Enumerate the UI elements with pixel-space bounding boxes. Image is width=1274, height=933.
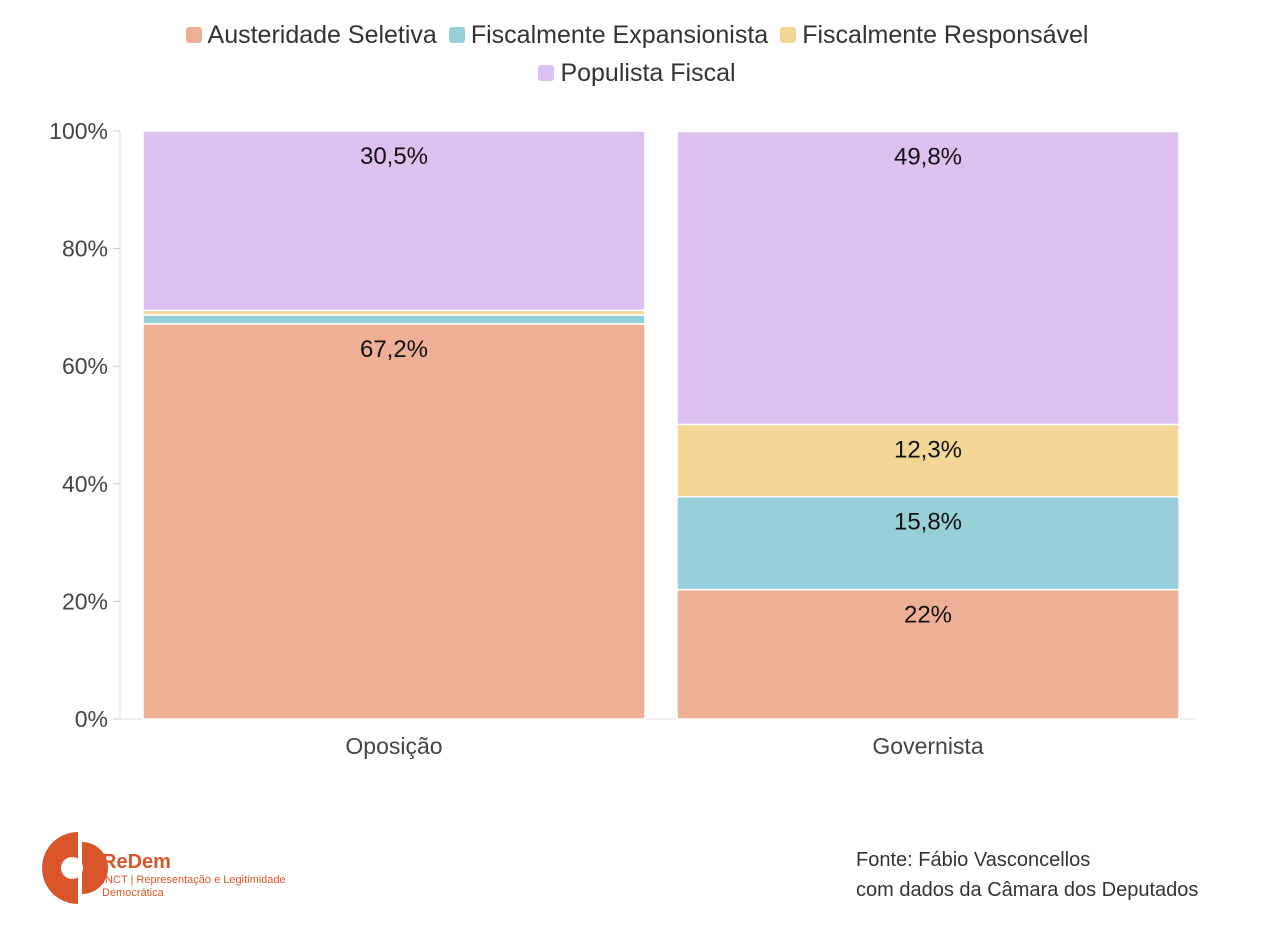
bar-segment: [676, 495, 1180, 591]
legend-swatch: [185, 27, 202, 43]
data-label: 15,8%: [894, 509, 962, 536]
redem-logo: ReDem INCT | Representação e Legitimidad…: [40, 828, 300, 918]
y-tick-label: 40%: [62, 471, 108, 497]
logo-subtitle: INCT | Representação e Legitimidade Demo…: [102, 874, 286, 899]
legend-label: Fiscalmente Responsável: [802, 21, 1089, 49]
x-tick-label: Oposição: [345, 733, 442, 759]
source-line-1: Fonte: Fábio Vasconcellos: [856, 849, 1091, 871]
bar-segment: [142, 314, 646, 325]
data-label: 30,5%: [360, 143, 428, 170]
x-tick-label: Governista: [872, 733, 983, 759]
y-tick-label: 0%: [75, 706, 108, 732]
bar-segment: [676, 423, 1180, 498]
bar-segment: [142, 130, 646, 312]
bar-segment: [676, 588, 1180, 720]
y-tick-label: 20%: [62, 588, 108, 614]
legend-swatch: [538, 65, 555, 81]
bar-segment: [142, 323, 646, 720]
legend-label: Austeridade Seletiva: [207, 21, 437, 49]
legend-label: Fiscalmente Expansionista: [470, 21, 769, 49]
legend-swatch: [448, 27, 465, 43]
legend-label: Populista Fiscal: [560, 59, 736, 87]
legend-item: Fiscalmente Responsável: [780, 16, 1088, 54]
legend-swatch: [780, 27, 797, 43]
bar-segment: [676, 130, 1180, 426]
legend-item: Populista Fiscal: [538, 54, 736, 92]
data-label: 67,2%: [360, 336, 428, 363]
legend: Austeridade Seletiva Fiscalmente Expansio…: [0, 16, 1274, 92]
y-tick-label: 100%: [49, 118, 108, 144]
y-tick-label: 80%: [62, 236, 108, 262]
logo-text: ReDem: [102, 851, 171, 873]
data-label: 22%: [904, 602, 952, 629]
source-line-2: com dados da Câmara dos Deputados: [856, 879, 1199, 901]
source-note: Fonte: Fábio Vasconcellos com dados da C…: [856, 845, 1198, 905]
y-tick-label: 60%: [62, 353, 108, 379]
plot-area: 0% 20% 40% 60% 80% 100% 67,2% 30,5% Oposição 22% 1…: [49, 118, 1195, 759]
data-label: 49,8%: [894, 144, 962, 171]
legend-item: Austeridade Seletiva: [185, 16, 437, 54]
data-label: 12,3%: [894, 436, 962, 463]
legend-item: Fiscalmente Expansionista: [448, 16, 769, 54]
